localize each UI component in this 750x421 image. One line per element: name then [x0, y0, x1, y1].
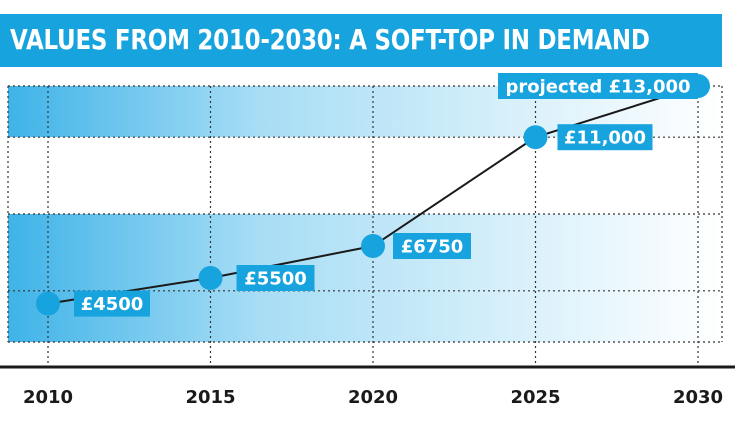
data-labels: £4500 £5500 £6750 £11,000 projected £13,000: [74, 73, 698, 317]
data-label-badge-3: [557, 124, 653, 151]
chart-title-bar: VALUES FROM 2010-2030: A SOFT-TOP IN DEM…: [0, 14, 722, 67]
x-tick-label-2015: 2015: [185, 387, 235, 408]
data-label-3: £11,000: [564, 128, 646, 149]
data-point-2025: [523, 125, 548, 150]
x-tick-label-2010: 2010: [23, 387, 73, 408]
x-tick-label-2025: 2025: [510, 387, 560, 408]
data-label-1: £5500: [244, 269, 307, 290]
data-label-badge-4: [498, 73, 698, 99]
x-axis-tick-labels: 2010 2015 2020 2025 2030: [23, 387, 723, 408]
x-tick-label-2030: 2030: [673, 387, 723, 408]
data-label-badge-0: [74, 290, 150, 317]
data-point-2010: [36, 291, 60, 316]
plot-band-bottom: [8, 214, 722, 342]
data-label-badge-1: [236, 265, 315, 291]
chart-title: VALUES FROM 2010-2030: A SOFT-TOP IN DEM…: [10, 23, 650, 56]
data-point-2020: [361, 234, 385, 258]
data-label-badge-2: [393, 233, 471, 259]
data-label-2: £6750: [401, 237, 464, 258]
x-tick-label-2020: 2020: [348, 387, 398, 408]
data-point-2015: [198, 266, 223, 290]
data-label-4: projected £13,000: [505, 77, 690, 98]
data-label-0: £4500: [81, 294, 144, 315]
